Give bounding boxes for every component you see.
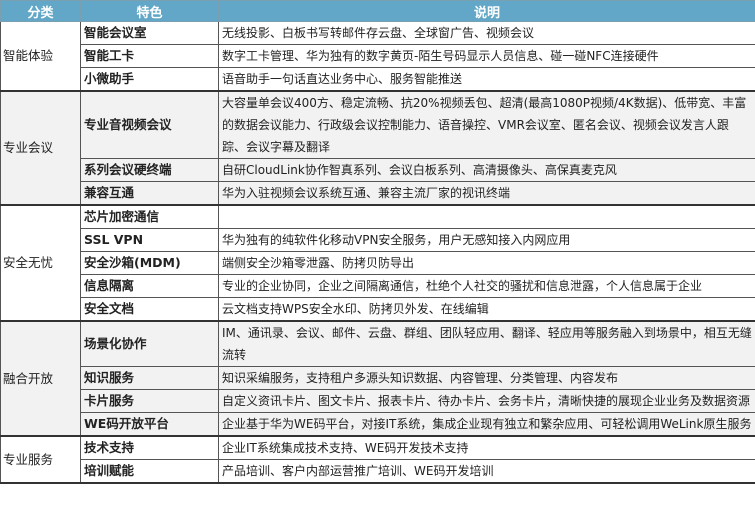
table-row: SSL VPN 华为独有的纯软件化移动VPN安全服务，用户无感知接入内网应用 [1, 228, 755, 252]
feature-cell: 系列会议硬终端 [80, 158, 219, 182]
description-cell: IM、通讯录、会议、邮件、云盘、群组、团队轻应用、翻译、轻应用等服务融入到场景中… [218, 320, 755, 367]
feature-cell: 安全文档 [80, 297, 219, 322]
table-row: 专业会议 专业音视频会议 大容量单会议400方、稳定流畅、抗20%视频丢包、超清(最… [0, 90, 755, 206]
description-cell [218, 204, 755, 229]
feature-cell: WE码开放平台 [80, 412, 219, 437]
feature-cell: SSL VPN [80, 228, 219, 252]
table-row: 安全文档 云文档支持WPS安全水印、防拷贝外发、在线编辑 [1, 297, 755, 322]
feature-table: 分类 特色 说明 智能体验 智能会议室 无线投影、白板书写转邮件存云盘、全球窗广告、… [0, 0, 755, 484]
table-row: 培训赋能 产品培训、客户内部运营推广培训、WE码开发培训 [1, 459, 755, 484]
feature-cell: 兼容互通 [80, 181, 219, 206]
table-row: 系列会议硬终端 自研CloudLink协作智真系列、会议白板系列、高清摄像头、高保… [1, 158, 755, 182]
feature-cell: 小微助手 [80, 67, 219, 92]
description-cell: 语音助手一句话直达业务中心、服务智能推送 [218, 67, 755, 92]
feature-cell: 专业音视频会议 [80, 90, 219, 159]
table-row: 安全沙箱(MDM) 端侧安全沙箱零泄露、防拷贝防导出 [1, 251, 755, 275]
description-cell: 企业基于华为WE码平台，对接IT系统，集成企业现有独立和繁杂应用、可轻松调用We… [218, 412, 755, 437]
feature-cell: 场景化协作 [80, 320, 219, 367]
description-cell: 华为独有的纯软件化移动VPN安全服务，用户无感知接入内网应用 [218, 228, 755, 252]
description-cell: 自研CloudLink协作智真系列、会议白板系列、高清摄像头、高保真麦克风 [218, 158, 755, 182]
category-cell: 专业会议 [0, 90, 81, 206]
description-cell: 无线投影、白板书写转邮件存云盘、全球窗广告、视频会议 [218, 21, 755, 45]
category-cell: 融合开放 [0, 320, 81, 437]
table-row: 卡片服务 自定义资讯卡片、图文卡片、报表卡片、待办卡片、会务卡片，清晰快捷的展现企… [1, 389, 755, 413]
table-row: 专业服务 技术支持 企业IT系统集成技术支持、WE码开发技术支持 [0, 435, 755, 484]
table-row: 兼容互通 华为入驻视频会议系统互通、兼容主流厂家的视讯终端 [1, 181, 755, 206]
category-cell: 智能体验 [0, 21, 81, 92]
description-cell: 云文档支持WPS安全水印、防拷贝外发、在线编辑 [218, 297, 755, 322]
description-cell: 知识采编服务，支持租户多源头知识数据、内容管理、分类管理、内容发布 [218, 366, 755, 390]
table-row: WE码开放平台 企业基于华为WE码平台，对接IT系统，集成企业现有独立和繁杂应用、… [1, 412, 755, 437]
table-row: 信息隔离 专业的企业协同，企业之间隔离通信，杜绝个人社交的骚扰和信息泄露，个人信息… [1, 274, 755, 298]
category-cell: 安全无忧 [0, 204, 81, 322]
table-row: 智能工卡 数字工卡管理、华为独有的数字黄页-陌生号码显示人员信息、碰一碰NFC连接… [1, 44, 755, 68]
description-cell: 产品培训、客户内部运营推广培训、WE码开发培训 [218, 459, 755, 484]
feature-cell: 技术支持 [80, 435, 219, 460]
table-row: 智能体验 智能会议室 无线投影、白板书写转邮件存云盘、全球窗广告、视频会议 [0, 21, 755, 92]
header-category: 分类 [0, 0, 81, 22]
feature-cell: 智能会议室 [80, 21, 219, 45]
feature-cell: 培训赋能 [80, 459, 219, 484]
description-cell: 企业IT系统集成技术支持、WE码开发技术支持 [218, 435, 755, 460]
header-row: 分类 特色 说明 [0, 0, 755, 22]
feature-cell: 信息隔离 [80, 274, 219, 298]
description-cell: 自定义资讯卡片、图文卡片、报表卡片、待办卡片、会务卡片，清晰快捷的展现企业业务及… [218, 389, 755, 413]
description-cell: 数字工卡管理、华为独有的数字黄页-陌生号码显示人员信息、碰一碰NFC连接硬件 [218, 44, 755, 68]
table-row: 小微助手 语音助手一句话直达业务中心、服务智能推送 [1, 67, 755, 92]
feature-cell: 卡片服务 [80, 389, 219, 413]
feature-cell: 知识服务 [80, 366, 219, 390]
table-row: 融合开放 场景化协作 IM、通讯录、会议、邮件、云盘、群组、团队轻应用、翻译、轻应用… [0, 320, 755, 437]
header-description: 说明 [218, 0, 755, 22]
description-cell: 华为入驻视频会议系统互通、兼容主流厂家的视讯终端 [218, 181, 755, 206]
header-feature: 特色 [80, 0, 219, 22]
feature-cell: 安全沙箱(MDM) [80, 251, 219, 275]
table-row: 知识服务 知识采编服务，支持租户多源头知识数据、内容管理、分类管理、内容发布 [1, 366, 755, 390]
table-row: 安全无忧 芯片加密通信 [0, 204, 755, 322]
category-cell: 专业服务 [0, 435, 81, 484]
description-cell: 专业的企业协同，企业之间隔离通信，杜绝个人社交的骚扰和信息泄露，个人信息属于企业 [218, 274, 755, 298]
description-cell: 端侧安全沙箱零泄露、防拷贝防导出 [218, 251, 755, 275]
description-cell: 大容量单会议400方、稳定流畅、抗20%视频丢包、超清(最高1080P视频/4K… [218, 90, 755, 159]
feature-cell: 芯片加密通信 [80, 204, 219, 229]
feature-cell: 智能工卡 [80, 44, 219, 68]
